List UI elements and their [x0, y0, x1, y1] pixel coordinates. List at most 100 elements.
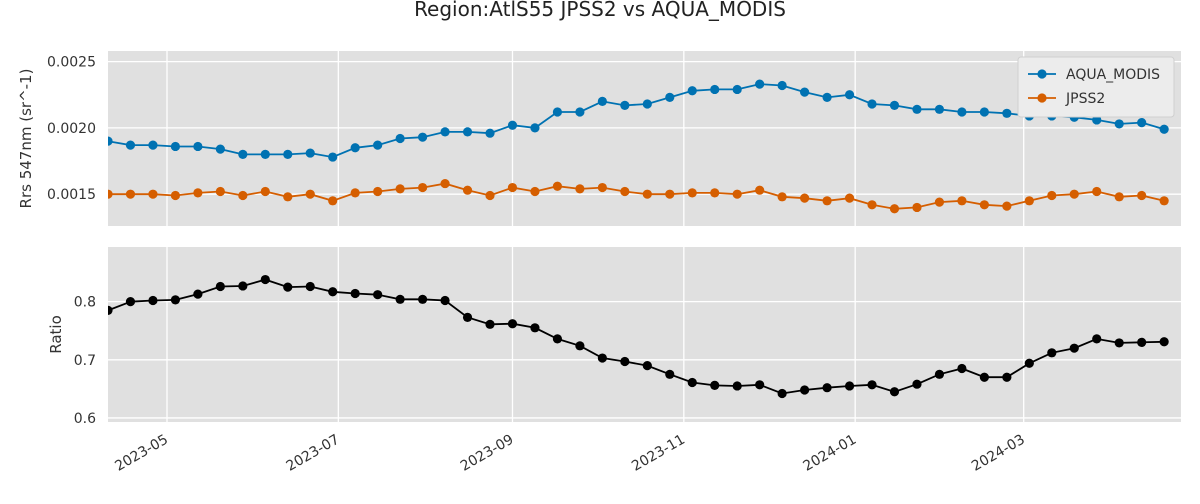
data-point: [1137, 117, 1147, 128]
data-point: [1069, 189, 1079, 199]
data-point: [1002, 108, 1012, 118]
data-point: [350, 288, 360, 299]
data-point: [238, 149, 248, 160]
data-point: [1002, 372, 1012, 382]
data-point: [620, 100, 630, 110]
y-axis-label: Rrs 547nm (sr^-1): [17, 69, 35, 209]
legend-box: [1017, 56, 1175, 118]
data-point: [912, 104, 922, 114]
legend-marker: [1037, 69, 1047, 79]
x-tick-label: 2023-05: [112, 432, 171, 475]
data-point: [417, 294, 428, 304]
data-point: [148, 140, 158, 150]
y-axis-label: Ratio: [47, 315, 65, 354]
data-point: [1069, 343, 1079, 353]
series-layer: [108, 79, 1169, 214]
data-point: [170, 141, 181, 152]
data-point: [575, 184, 585, 194]
data-point: [732, 381, 742, 391]
data-point: [260, 274, 270, 285]
data-point: [597, 96, 607, 106]
data-point: [822, 196, 832, 206]
data-point: [215, 186, 225, 197]
x-tick-label: 2024-03: [969, 432, 1028, 475]
data-point: [755, 185, 765, 195]
data-point: [597, 182, 607, 193]
data-point: [710, 380, 720, 390]
data-point: [1137, 190, 1147, 201]
chart-title: Region:AtlS55 JPSS2 vs AQUA_MODIS: [414, 0, 786, 21]
data-point: [1092, 115, 1102, 125]
data-point: [912, 202, 922, 213]
data-point: [305, 189, 315, 199]
data-point: [800, 193, 810, 203]
data-point: [125, 189, 136, 199]
y-tick-label: 0.0015: [47, 187, 96, 203]
data-point: [979, 107, 989, 117]
data-point: [148, 295, 158, 306]
data-point: [1047, 190, 1057, 201]
panel-2: 0.6 0.7 0.8 Ratio: [47, 247, 1181, 427]
data-point: [215, 144, 225, 154]
data-point: [350, 143, 360, 153]
data-point: [957, 363, 967, 374]
data-point: [1092, 334, 1102, 344]
data-point: [193, 289, 203, 299]
data-point: [373, 290, 383, 300]
data-point: [934, 369, 945, 379]
data-point: [777, 192, 787, 202]
data-point: [1159, 196, 1169, 206]
data-point: [552, 181, 563, 191]
data-point: [462, 312, 473, 322]
data-point: [170, 190, 181, 201]
data-point: [642, 99, 652, 109]
data-point: [844, 193, 855, 203]
data-point: [507, 120, 518, 130]
data-point: [665, 189, 675, 199]
legend: AQUA_MODIS JPSS2: [1017, 56, 1175, 118]
data-point: [328, 196, 338, 206]
data-point: [108, 136, 113, 146]
data-point: [710, 84, 720, 95]
data-point: [1114, 119, 1124, 129]
data-point: [889, 387, 900, 397]
data-point: [125, 297, 136, 307]
data-point: [934, 104, 945, 114]
data-point: [620, 356, 630, 367]
data-point: [328, 152, 338, 162]
y-tick-label: 0.0025: [47, 55, 96, 71]
data-point: [507, 319, 518, 329]
data-point: [665, 92, 675, 103]
data-point: [462, 185, 473, 195]
data-point: [732, 84, 742, 95]
y-tick-label: 0.8: [74, 295, 96, 311]
x-tick-label: 2024-01: [801, 432, 860, 475]
data-point: [687, 188, 697, 198]
data-point: [934, 197, 945, 207]
data-point: [867, 380, 877, 390]
data-point: [1024, 196, 1034, 206]
data-point: [889, 100, 900, 110]
data-point: [417, 132, 428, 142]
data-point: [687, 377, 697, 388]
data-point: [350, 188, 360, 198]
data-point: [957, 107, 967, 117]
data-point: [485, 190, 495, 201]
data-point: [710, 188, 720, 198]
data-point: [777, 80, 787, 91]
data-point: [148, 189, 158, 199]
plot-background: [108, 247, 1181, 422]
data-point: [844, 381, 855, 391]
data-point: [193, 141, 203, 152]
data-point: [373, 140, 383, 150]
data-point: [1092, 186, 1102, 197]
data-point: [867, 99, 877, 109]
data-point: [620, 186, 630, 197]
data-point: [530, 323, 540, 333]
data-point: [642, 189, 652, 199]
data-point: [957, 196, 967, 206]
data-point: [462, 127, 473, 137]
legend-marker: [1037, 93, 1047, 103]
series-layer: [108, 274, 1169, 399]
data-point: [440, 295, 450, 306]
